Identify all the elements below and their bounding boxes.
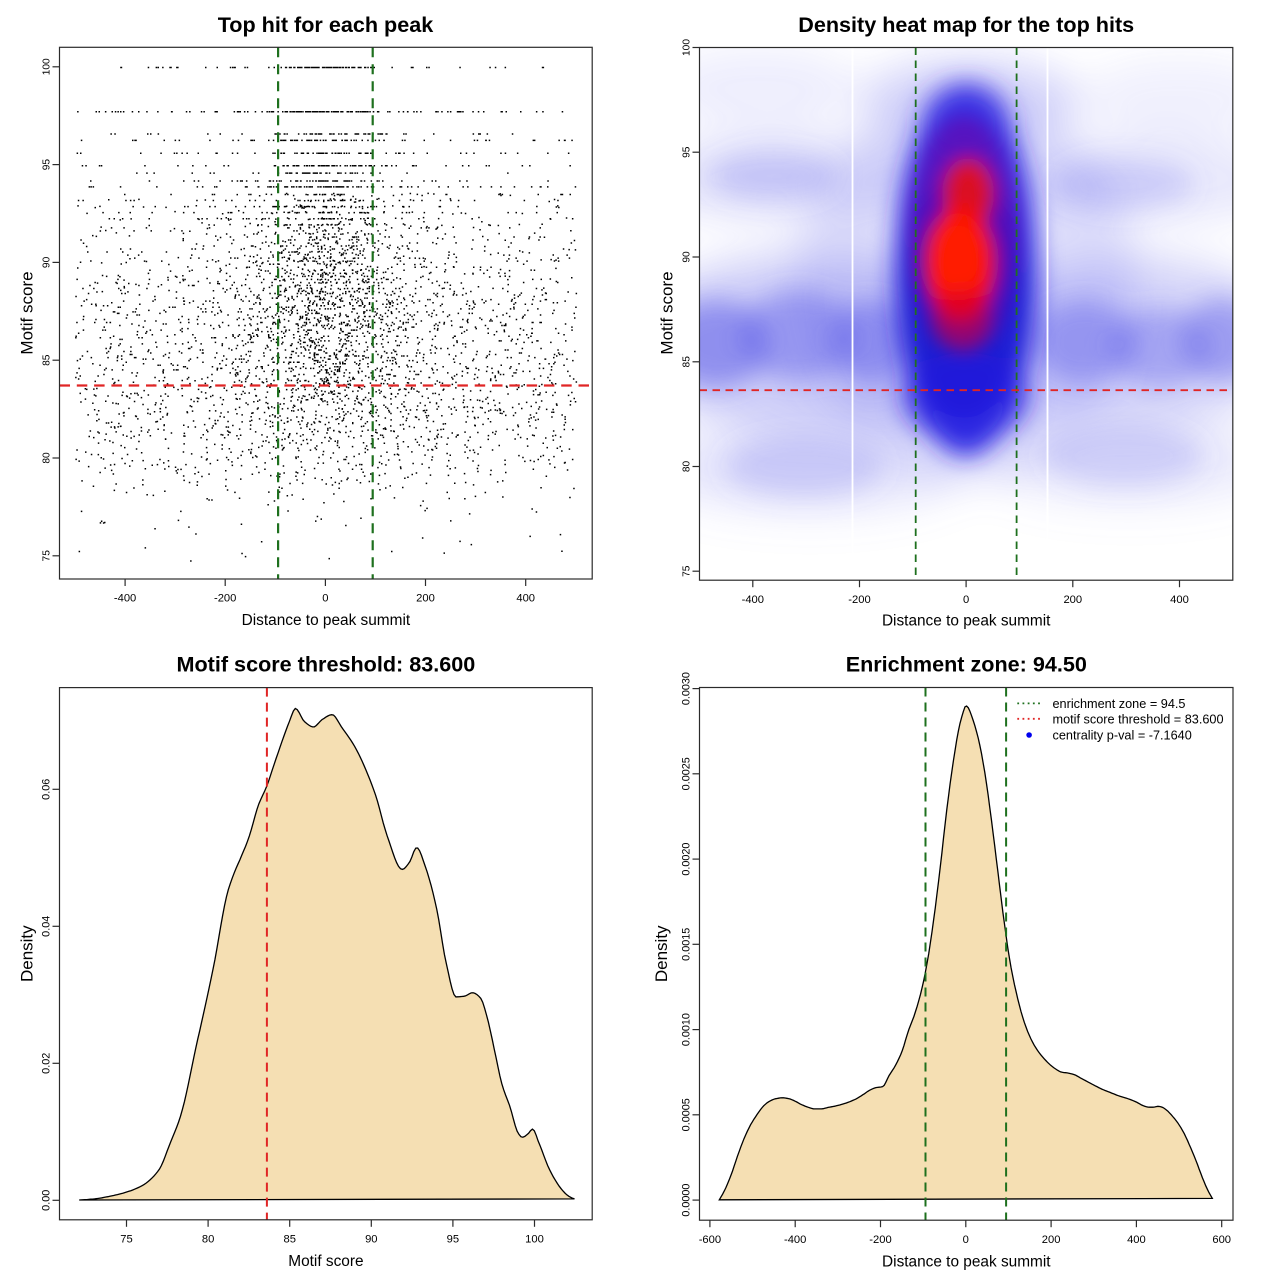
svg-text:400: 400	[1170, 594, 1189, 606]
svg-text:Density heat map for the top h: Density heat map for the top hits	[798, 12, 1134, 37]
svg-text:200: 200	[416, 593, 435, 605]
svg-text:motif score threshold = 83.600: motif score threshold = 83.600	[1053, 713, 1224, 727]
svg-text:0.0000: 0.0000	[681, 1184, 693, 1217]
svg-text:-200: -200	[848, 594, 870, 606]
svg-text:75: 75	[42, 550, 53, 562]
svg-text:75: 75	[120, 1234, 132, 1246]
svg-text:Distance to peak summit: Distance to peak summit	[242, 612, 411, 629]
svg-text:0: 0	[963, 594, 969, 606]
svg-text:80: 80	[202, 1234, 214, 1246]
svg-text:-400: -400	[784, 1234, 806, 1246]
svg-text:90: 90	[365, 1234, 377, 1246]
svg-text:-400: -400	[114, 593, 136, 605]
svg-text:0.00: 0.00	[41, 1190, 53, 1211]
svg-text:90: 90	[42, 256, 53, 268]
svg-text:100: 100	[42, 58, 53, 75]
svg-text:-200: -200	[214, 593, 236, 605]
svg-text:75: 75	[682, 565, 693, 577]
svg-text:Distance to peak summit: Distance to peak summit	[882, 613, 1051, 630]
svg-text:80: 80	[682, 461, 693, 473]
svg-text:0.0010: 0.0010	[681, 1013, 693, 1046]
svg-text:0.0005: 0.0005	[681, 1098, 693, 1131]
svg-text:Motif score: Motif score	[18, 271, 37, 354]
svg-text:90: 90	[682, 251, 693, 263]
svg-text:Top hit for each peak: Top hit for each peak	[218, 12, 435, 37]
svg-text:0.0020: 0.0020	[681, 843, 693, 876]
svg-text:0: 0	[963, 1234, 969, 1246]
svg-text:400: 400	[1127, 1234, 1146, 1246]
svg-text:600: 600	[1212, 1234, 1231, 1246]
svg-text:85: 85	[283, 1234, 295, 1246]
svg-text:0.0025: 0.0025	[681, 757, 693, 790]
svg-text:-600: -600	[699, 1234, 721, 1246]
svg-text:Density: Density	[18, 925, 37, 982]
svg-text:Motif score threshold: 83.600: Motif score threshold: 83.600	[177, 652, 476, 677]
svg-text:85: 85	[682, 356, 693, 368]
svg-text:Density: Density	[652, 925, 671, 982]
svg-text:200: 200	[1042, 1234, 1061, 1246]
svg-text:0.04: 0.04	[41, 916, 53, 937]
svg-text:Distance to peak summit: Distance to peak summit	[882, 1253, 1051, 1270]
svg-text:Motif score: Motif score	[658, 271, 677, 354]
svg-text:0: 0	[322, 593, 328, 605]
svg-text:-400: -400	[742, 594, 764, 606]
svg-text:200: 200	[1063, 594, 1082, 606]
svg-text:enrichment zone = 94.5: enrichment zone = 94.5	[1053, 697, 1186, 711]
svg-text:Motif score: Motif score	[288, 1253, 363, 1270]
svg-text:0.02: 0.02	[41, 1053, 53, 1074]
svg-text:95: 95	[447, 1234, 459, 1246]
svg-text:95: 95	[42, 159, 53, 171]
svg-text:100: 100	[525, 1234, 544, 1246]
svg-text:80: 80	[42, 452, 53, 464]
svg-text:Enrichment zone: 94.50: Enrichment zone: 94.50	[846, 652, 1087, 677]
svg-text:centrality p-val = -7.1640: centrality p-val = -7.1640	[1053, 729, 1192, 743]
svg-text:95: 95	[682, 146, 693, 158]
svg-text:0.0030: 0.0030	[681, 672, 693, 705]
svg-text:85: 85	[42, 354, 53, 366]
svg-text:0.06: 0.06	[41, 779, 53, 800]
svg-text:400: 400	[516, 593, 535, 605]
svg-text:-200: -200	[869, 1234, 891, 1246]
svg-text:100: 100	[682, 39, 693, 56]
svg-text:0.0015: 0.0015	[681, 928, 693, 961]
